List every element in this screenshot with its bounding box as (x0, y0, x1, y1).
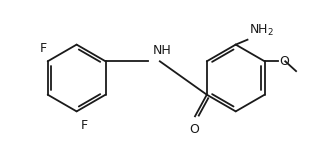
Text: O: O (280, 55, 289, 68)
Text: O: O (189, 123, 199, 136)
Text: NH: NH (153, 44, 172, 57)
Text: F: F (81, 119, 88, 132)
Text: NH$_2$: NH$_2$ (249, 23, 275, 38)
Text: F: F (40, 42, 47, 55)
